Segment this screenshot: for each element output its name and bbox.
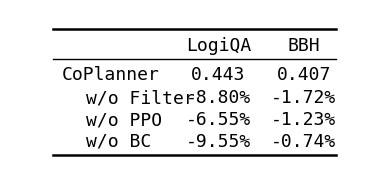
Text: -1.23%: -1.23% [271, 111, 336, 129]
Text: CoPlanner: CoPlanner [62, 66, 160, 84]
Text: -8.80%: -8.80% [186, 89, 251, 107]
Text: -6.55%: -6.55% [186, 111, 251, 129]
Text: -1.72%: -1.72% [271, 89, 336, 107]
Text: w/o PPO: w/o PPO [86, 111, 162, 129]
Text: 0.443: 0.443 [191, 66, 245, 84]
Text: w/o BC: w/o BC [86, 133, 151, 151]
Text: 0.407: 0.407 [277, 66, 331, 84]
Text: -0.74%: -0.74% [271, 133, 336, 151]
Text: w/o Filter: w/o Filter [86, 89, 195, 107]
Text: -9.55%: -9.55% [186, 133, 251, 151]
Text: BBH: BBH [287, 36, 320, 55]
Text: LogiQA: LogiQA [186, 36, 251, 55]
